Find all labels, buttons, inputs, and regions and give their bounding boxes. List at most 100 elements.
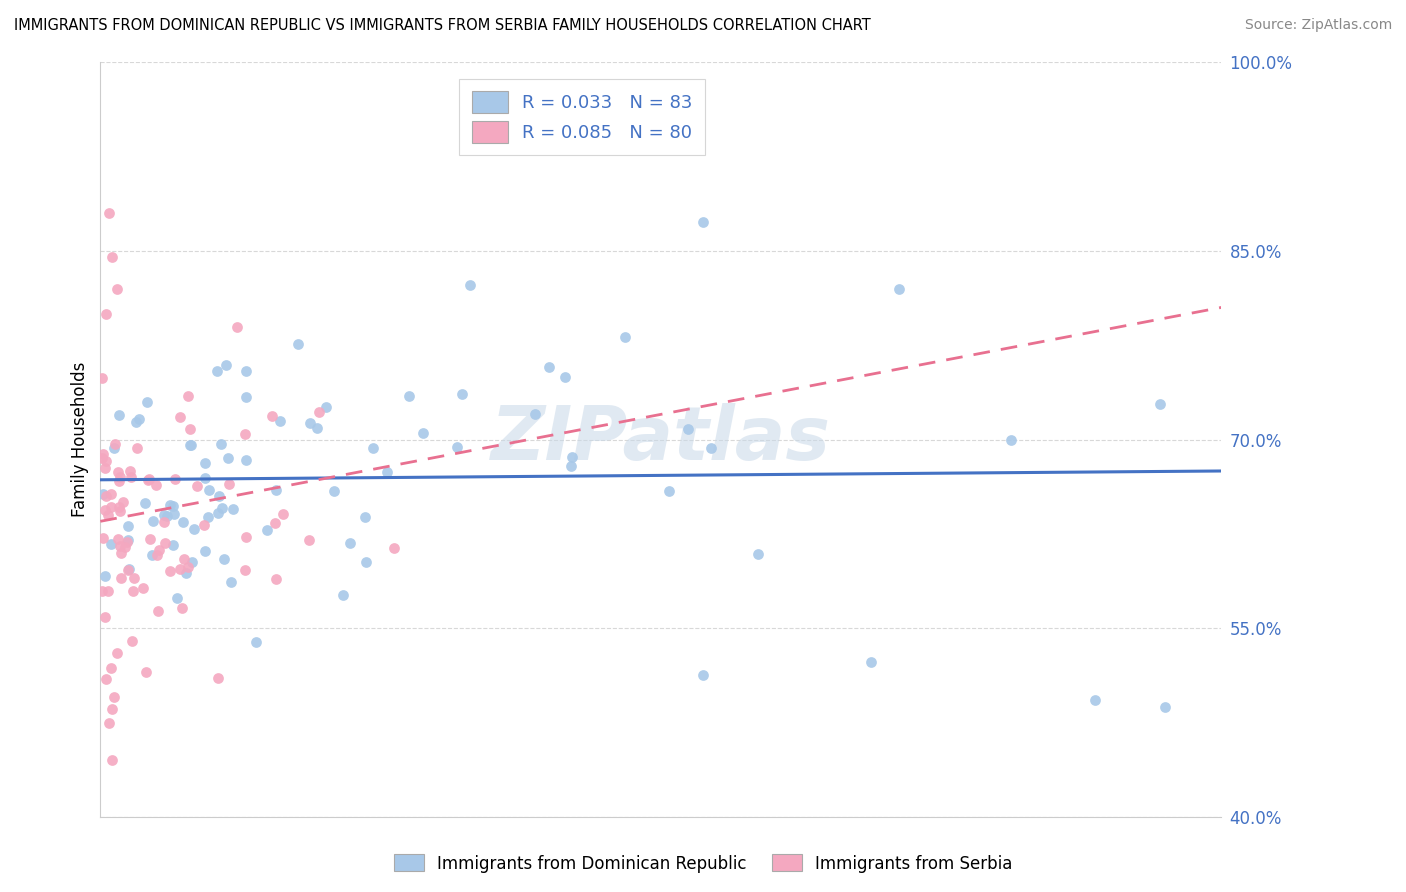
Point <box>117 518 139 533</box>
Point <box>94 568 117 582</box>
Point <box>323 484 346 499</box>
Point <box>91 447 114 461</box>
Point <box>887 282 910 296</box>
Point <box>198 483 221 497</box>
Point <box>186 479 208 493</box>
Point <box>108 539 131 553</box>
Point <box>169 409 191 424</box>
Point <box>101 702 124 716</box>
Point <box>103 690 125 705</box>
Point <box>125 441 148 455</box>
Point <box>136 473 159 487</box>
Point <box>1149 397 1171 411</box>
Text: ZIPatlas: ZIPatlas <box>491 403 831 476</box>
Point <box>658 484 681 499</box>
Point <box>90 451 112 466</box>
Point <box>614 330 637 344</box>
Point <box>108 409 131 423</box>
Point <box>114 541 136 555</box>
Point <box>412 426 434 441</box>
Point <box>97 206 120 220</box>
Point <box>269 414 291 428</box>
Point <box>207 506 229 520</box>
Point <box>107 533 129 547</box>
Point <box>235 453 257 467</box>
Point <box>554 370 576 384</box>
Point <box>174 566 197 580</box>
Point <box>132 581 155 595</box>
Point <box>747 547 769 561</box>
Point <box>561 450 583 464</box>
Point <box>1000 433 1022 447</box>
Point <box>91 531 114 545</box>
Point <box>264 516 287 530</box>
Point <box>162 499 184 513</box>
Point <box>110 546 132 560</box>
Point <box>235 427 257 442</box>
Point <box>94 672 117 686</box>
Point <box>354 555 377 569</box>
Point <box>141 549 163 563</box>
Point <box>94 307 117 321</box>
Point <box>176 389 198 403</box>
Point <box>180 438 202 452</box>
Point <box>183 522 205 536</box>
Point <box>138 472 160 486</box>
Point <box>235 530 257 544</box>
Point <box>104 437 127 451</box>
Point <box>100 487 122 501</box>
Point <box>245 635 267 649</box>
Point <box>108 500 131 514</box>
Point <box>287 337 309 351</box>
Point <box>91 487 114 501</box>
Point <box>94 490 117 504</box>
Point <box>145 477 167 491</box>
Point <box>100 537 122 551</box>
Point <box>315 400 337 414</box>
Point <box>148 543 170 558</box>
Point <box>382 541 405 556</box>
Point <box>155 535 177 549</box>
Point <box>1154 700 1177 714</box>
Point <box>94 610 117 624</box>
Point <box>139 533 162 547</box>
Point <box>678 422 700 436</box>
Point <box>112 495 135 509</box>
Point <box>125 416 148 430</box>
Point <box>193 518 215 533</box>
Point <box>97 715 120 730</box>
Point <box>339 536 361 550</box>
Y-axis label: Family Households: Family Households <box>72 362 89 517</box>
Point <box>120 470 142 484</box>
Point <box>169 562 191 576</box>
Point <box>97 583 120 598</box>
Point <box>120 464 142 478</box>
Point <box>148 604 170 618</box>
Point <box>108 474 131 488</box>
Point <box>170 600 193 615</box>
Point <box>121 634 143 648</box>
Point <box>118 562 141 576</box>
Point <box>197 509 219 524</box>
Point <box>136 395 159 409</box>
Point <box>107 465 129 479</box>
Point <box>100 250 122 264</box>
Point <box>859 655 882 669</box>
Point <box>156 509 179 524</box>
Point <box>218 477 240 491</box>
Point <box>560 459 582 474</box>
Text: Source: ZipAtlas.com: Source: ZipAtlas.com <box>1244 18 1392 32</box>
Point <box>110 469 132 483</box>
Point <box>117 533 139 547</box>
Point <box>215 358 238 372</box>
Point <box>122 584 145 599</box>
Point <box>105 282 128 296</box>
Point <box>110 571 132 585</box>
Point <box>361 442 384 456</box>
Point <box>446 440 468 454</box>
Point <box>179 438 201 452</box>
Point <box>271 508 294 522</box>
Point <box>260 409 283 423</box>
Point <box>460 277 482 292</box>
Point <box>235 390 257 404</box>
